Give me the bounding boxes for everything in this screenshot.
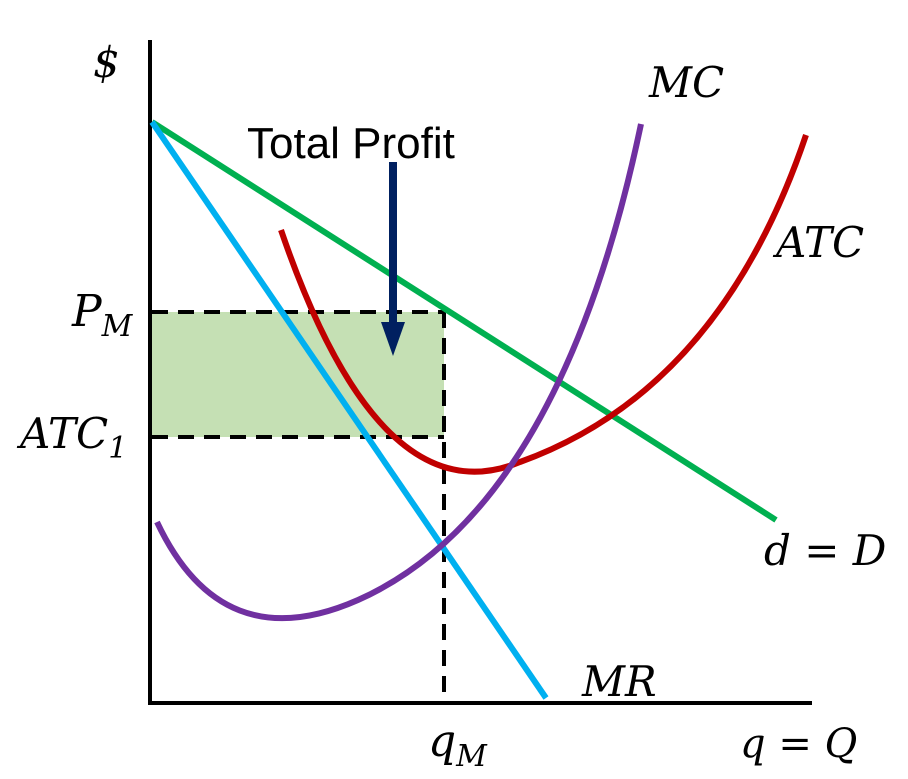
atc1-label: ATC1	[16, 409, 127, 466]
atc1-label-sub: 1	[108, 431, 127, 466]
mc-label: MC	[648, 58, 724, 107]
arrow-head-icon	[381, 322, 405, 356]
average-total-cost-curve	[278, 134, 809, 475]
quantity-label: qM	[428, 716, 488, 774]
y-axis-label: $	[93, 38, 120, 87]
total-profit-label: Total Profit	[247, 119, 455, 168]
price-label-main: P	[71, 286, 103, 337]
mr-label: MR	[581, 657, 657, 706]
marginal-revenue-curve	[149, 120, 549, 700]
price-label-sub: M	[101, 309, 134, 344]
marginal-cost-curve	[154, 123, 644, 622]
quantity-label-sub: M	[455, 739, 488, 774]
quantity-label-main: q	[428, 716, 456, 767]
atc-label: ATC	[772, 218, 864, 267]
demand-label: d = D	[764, 526, 886, 575]
price-label: PM	[71, 286, 134, 344]
demand-curve	[150, 119, 778, 523]
x-axis-label: q = Q	[740, 721, 857, 767]
atc1-label-main: ATC	[16, 409, 108, 458]
